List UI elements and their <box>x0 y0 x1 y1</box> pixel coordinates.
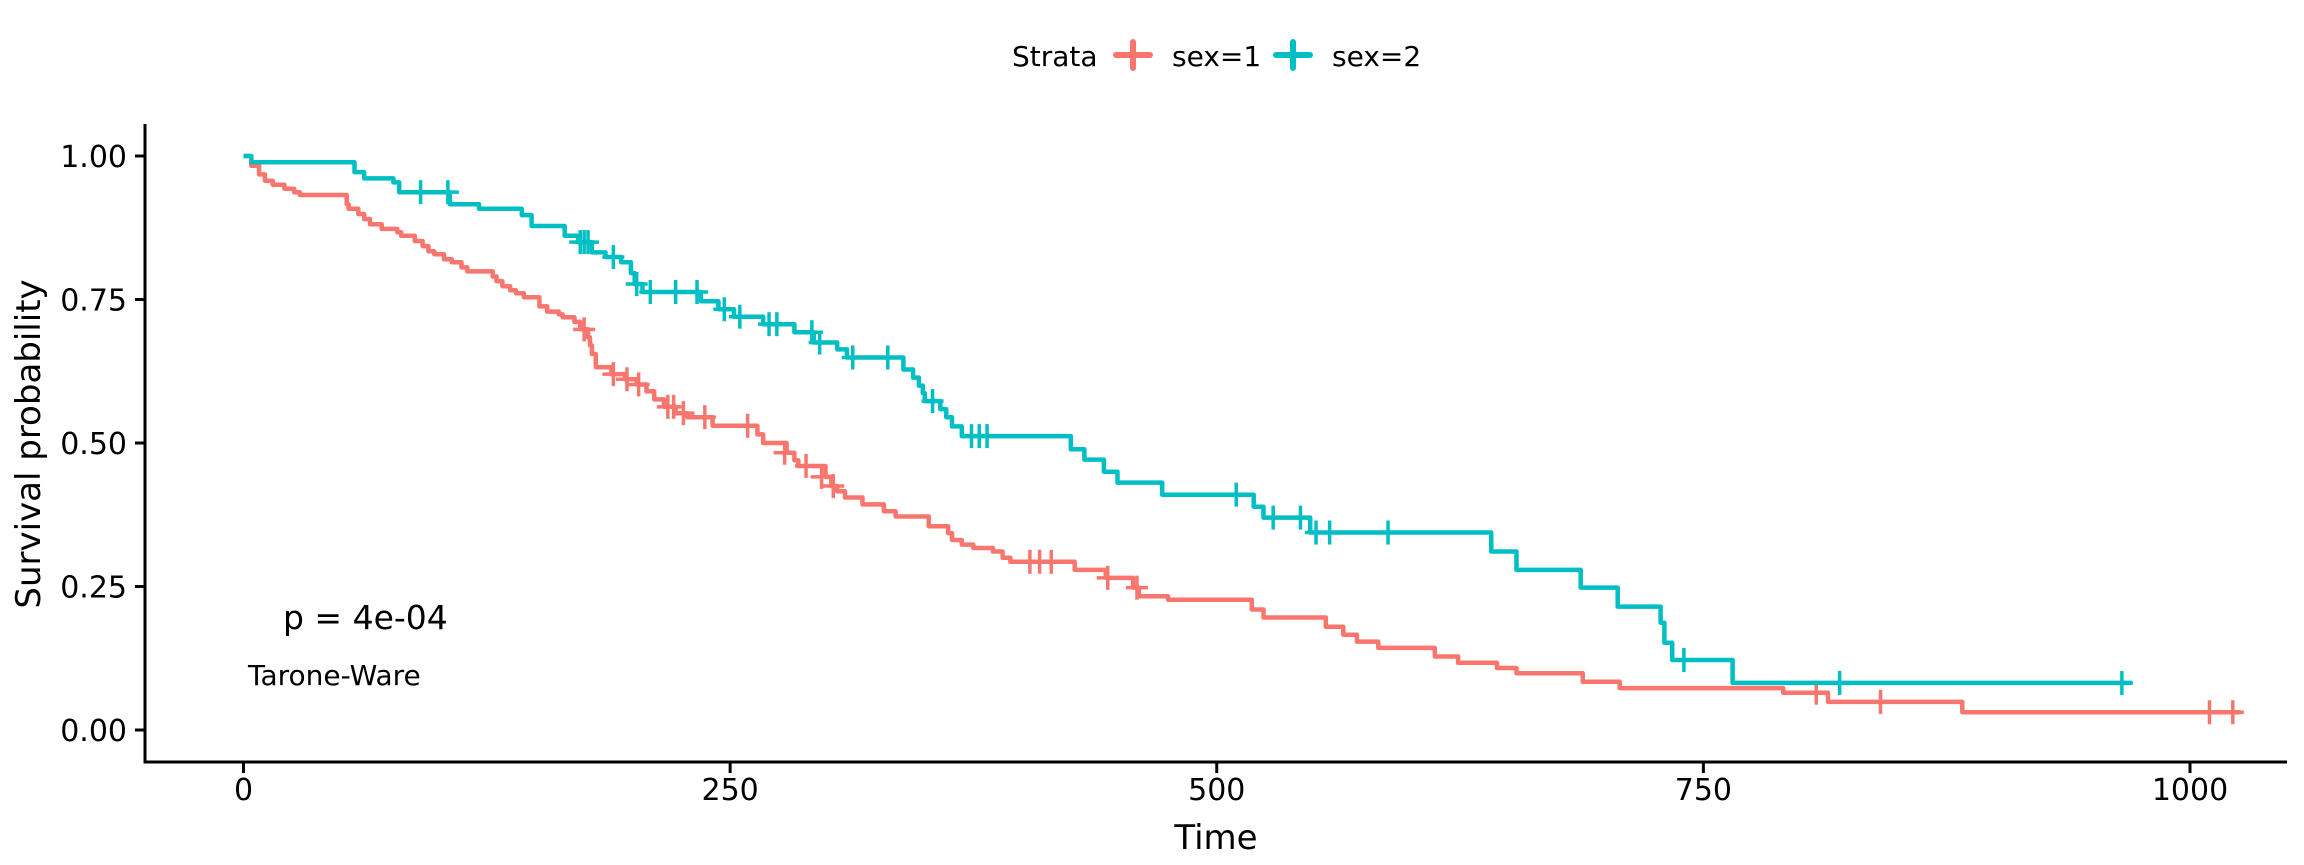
x-axis-title: Time <box>1173 818 1257 858</box>
legend-key-sex2-icon <box>1273 39 1313 71</box>
annotations: p = 4e-04 Tarone-Ware <box>247 598 448 692</box>
censor-mark-sex=1 <box>627 372 650 397</box>
censor-mark-sex=1 <box>1040 549 1063 574</box>
censor-mark-sex=1 <box>615 367 638 392</box>
censor-mark-sex=1 <box>2221 700 2244 725</box>
test-method-label: Tarone-Ware <box>247 659 421 692</box>
x-tick-label: 250 <box>701 773 758 808</box>
censor-mark-sex=1 <box>1096 565 1119 590</box>
x-tick-label: 1000 <box>2152 773 2228 808</box>
censor-mark-sex=1 <box>672 401 695 426</box>
x-tick-label: 500 <box>1188 773 1245 808</box>
axes: 0.00 0.25 0.50 0.75 1.00 0 250 500 750 1000 Time… <box>9 124 2287 858</box>
y-axis-title: Survival probability <box>9 279 49 608</box>
censor-mark-sex=2 <box>1289 505 1312 530</box>
y-tick-label: 0.00 <box>60 714 127 749</box>
censor-mark-sex=2 <box>1225 482 1248 507</box>
censor-mark-sex=2 <box>1672 647 1695 672</box>
x-axis-ticks: 0 250 500 750 1000 <box>234 762 2228 808</box>
censor-mark-sex=2 <box>876 345 899 370</box>
p-value-label: p = 4e-04 <box>283 598 448 637</box>
x-tick-label: 750 <box>1675 773 1732 808</box>
censor-mark-sex=2 <box>808 330 831 355</box>
censor-mark-sex=2 <box>577 230 600 255</box>
y-tick-label: 1.00 <box>60 140 127 175</box>
censor-mark-sex=1 <box>736 413 759 438</box>
censor-mark-sex=2 <box>1377 520 1400 545</box>
censor-mark-sex=1 <box>573 317 596 342</box>
legend-label-sex1: sex=1 <box>1172 40 1261 73</box>
censor-mark-sex=2 <box>639 280 662 305</box>
censor-mark-sex=2 <box>436 180 459 205</box>
censor-mark-sex=2 <box>713 297 736 322</box>
censor-mark-sex=1 <box>822 474 845 499</box>
censor-mark-sex=1 <box>1869 689 1892 714</box>
censor-mark-sex=2 <box>976 424 999 449</box>
censor-mark-sex=2 <box>765 312 788 337</box>
censor-mark-sex=2 <box>841 345 864 370</box>
y-axis-ticks: 0.00 0.25 0.50 0.75 1.00 <box>60 140 145 749</box>
censor-mark-sex=2 <box>602 245 625 270</box>
y-tick-label: 0.50 <box>60 427 127 462</box>
censor-mark-sex=1 <box>795 453 818 478</box>
censor-mark-sex=1 <box>602 362 625 387</box>
y-tick-label: 0.25 <box>60 571 127 606</box>
censor-mark-sex=2 <box>2110 670 2133 695</box>
survival-curve-sex=1 <box>243 153 2241 715</box>
censor-mark-sex=2 <box>728 304 751 329</box>
censor-mark-sex=2 <box>625 272 648 297</box>
survival-curves <box>243 153 2244 725</box>
censor-mark-sex=1 <box>2198 700 2221 725</box>
censor-mark-sex=1 <box>773 440 796 465</box>
legend-label-sex2: sex=2 <box>1332 40 1421 73</box>
censor-mark-sex=2 <box>921 389 944 414</box>
censor-mark-sex=2 <box>1262 505 1285 530</box>
censor-mark-sex=1 <box>1125 575 1148 600</box>
censor-mark-sex=1 <box>810 464 833 489</box>
x-tick-label: 0 <box>234 773 253 808</box>
legend-title: Strata <box>1012 40 1098 73</box>
legend: Strata sex=1 sex=2 <box>1012 39 1421 73</box>
censor-mark-sex=1 <box>693 405 716 430</box>
censor-mark-sex=2 <box>686 280 709 305</box>
censor-mark-sex=2 <box>1318 520 1341 545</box>
y-tick-label: 0.75 <box>60 284 127 319</box>
censor-mark-sex=2 <box>1828 670 1851 695</box>
censor-mark-sex=2 <box>409 180 432 205</box>
survival-curve-sex=2 <box>243 153 2132 686</box>
censor-mark-sex=2 <box>664 280 687 305</box>
legend-key-sex1-icon <box>1113 39 1153 71</box>
